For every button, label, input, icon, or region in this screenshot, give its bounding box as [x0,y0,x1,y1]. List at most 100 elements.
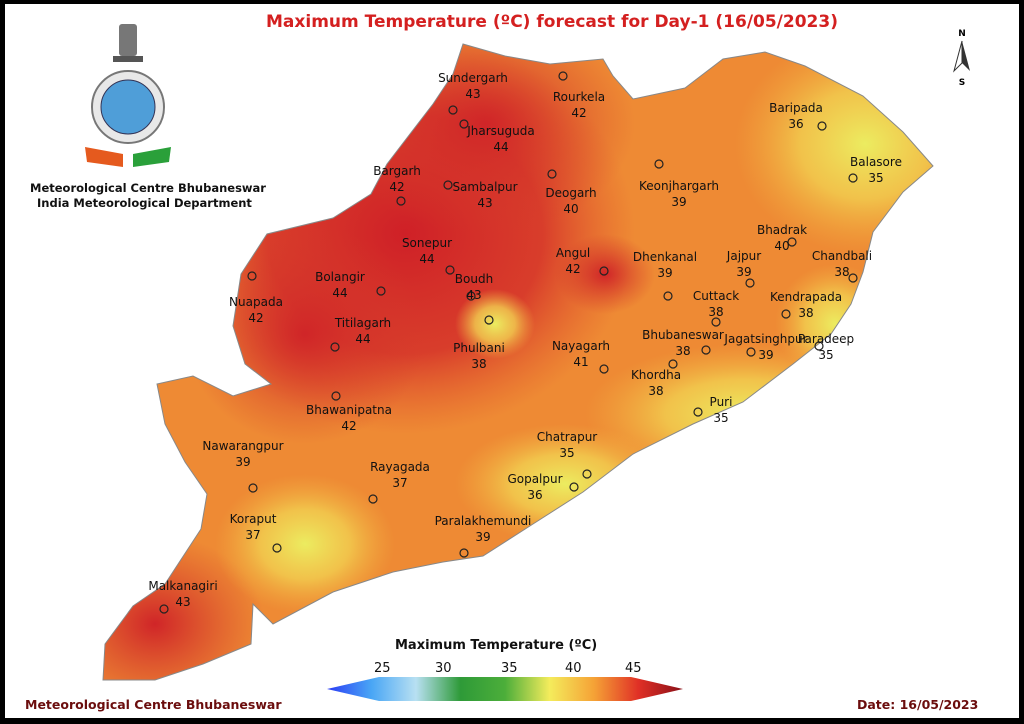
station-marker-icon [159,604,169,614]
station-name: Gopalpur [507,472,562,486]
station-temperature: 35 [868,171,883,185]
station-marker-icon [459,119,469,129]
station-temperature: 44 [419,252,434,266]
station-name: Baripada [769,101,823,115]
station-name: Koraput [230,512,277,526]
station-marker-icon [668,359,678,369]
station-name: Nawarangpur [202,439,283,453]
station-name: Angul [556,246,590,260]
station-layer: Sundergarh 43 Rourkela 42 Jharsuguda 44 Bargar… [148,71,902,614]
station-phulbani: Phulbani 38 [453,315,505,371]
station-temperature: 44 [332,286,347,300]
station-temperature: 39 [475,530,490,544]
station-marker-icon [848,273,858,283]
legend-tick: 45 [625,661,642,676]
station-rayagada: Rayagada 37 [368,460,430,504]
legend-tick: 35 [501,661,518,676]
station-name: Nayagarh [552,339,610,353]
station-temperature: 38 [708,305,723,319]
legend-colorbar [327,677,683,701]
station-name: Khordha [631,368,681,382]
temperature-map: Sundergarh 43 Rourkela 42 Jharsuguda 44 Bargar… [102,43,934,681]
station-sambalpur: Sambalpur 43 [443,180,518,210]
station-name: Bhadrak [757,223,807,237]
station-khordha: Khordha 38 [631,345,711,398]
station-marker-icon [693,407,703,417]
station-temperature: 38 [834,265,849,279]
station-jharsuguda: Jharsuguda 44 [459,119,535,154]
station-marker-icon [599,266,609,276]
station-temperature: 38 [471,357,486,371]
station-marker-icon [814,341,824,351]
station-marker-icon [448,105,458,115]
map-title: Maximum Temperature (ºC) forecast for Da… [266,12,838,32]
south-label: S [958,78,966,88]
station-marker-icon [466,291,476,301]
station-marker-icon [330,342,340,352]
station-temperature: 39 [657,266,672,280]
station-temperature: 43 [477,196,492,210]
station-marker-icon [484,315,494,325]
station-marker-icon [817,121,827,131]
station-marker-icon [569,482,579,492]
station-marker-icon [711,317,721,327]
station-name: Sonepur [402,236,452,250]
station-name: Bolangir [315,270,365,284]
station-marker-icon [582,469,592,479]
station-temperature: 42 [565,262,580,276]
station-name: Boudh [455,272,493,286]
station-temperature: 38 [675,344,690,358]
station-name: Cuttack [693,289,739,303]
station-marker-icon [848,173,858,183]
station-name: Balasore [850,155,902,169]
station-name: Dhenkanal [633,250,697,264]
station-jagatsinghpur: Jagatsinghpur 39 [723,332,807,362]
station-temperature: 35 [713,411,728,425]
station-keonjhargarh: Keonjhargarh 39 [639,159,719,209]
north-arrow: N S [947,29,977,109]
station-name: Bhubaneswar [642,328,724,342]
station-temperature: 42 [389,180,404,194]
station-marker-icon [701,345,711,355]
station-deogarh: Deogarh 40 [545,169,597,216]
station-puri: Puri 35 [693,395,732,425]
station-temperature: 42 [341,419,356,433]
org-name: Meteorological Centre Bhubaneswar [30,181,266,195]
station-titilagarh: Titilagarh 44 [330,316,391,352]
station-rourkela: Rourkela 42 [553,71,605,120]
forecast-map-frame: Sundergarh 43 Rourkela 42 Jharsuguda 44 Bargar… [5,4,1019,718]
station-temperature: 35 [559,446,574,460]
station-temperature: 40 [774,239,789,253]
station-temperature: 43 [466,288,481,302]
station-marker-icon [781,309,791,319]
station-bolangir: Bolangir 44 [315,270,386,300]
station-temperature: 39 [758,348,773,362]
station-name: Deogarh [545,186,596,200]
station-temperature: 42 [571,106,586,120]
station-temperature: 39 [736,265,751,279]
station-nuapada: Nuapada 42 [229,271,283,325]
station-bhadrak: Bhadrak 40 [757,223,807,253]
station-name: Sundergarh [438,71,508,85]
station-name: Nuapada [229,295,283,309]
station-marker-icon [376,286,386,296]
station-name: Rayagada [370,460,430,474]
station-temperature: 39 [671,195,686,209]
station-temperature: 35 [818,348,833,362]
station-temperature: 44 [493,140,508,154]
station-sonepur: Sonepur 44 [402,236,455,275]
station-marker-icon [787,237,797,247]
station-bargarh: Bargarh 42 [373,164,421,206]
station-temperature: 37 [245,528,260,542]
station-marker-icon [272,543,282,553]
legend-tick: 40 [565,661,582,676]
imd-logo [85,24,171,167]
footer-date: Date: 16/05/2023 [857,697,979,712]
station-name: Bhawanipatna [306,403,392,417]
station-temperature: 42 [248,311,263,325]
station-malkanagiri: Malkanagiri 43 [148,579,218,614]
org-department: India Meteorological Department [37,196,252,210]
station-marker-icon [547,169,557,179]
legend-title: Maximum Temperature (ºC) [395,638,598,653]
station-marker-icon [396,196,406,206]
